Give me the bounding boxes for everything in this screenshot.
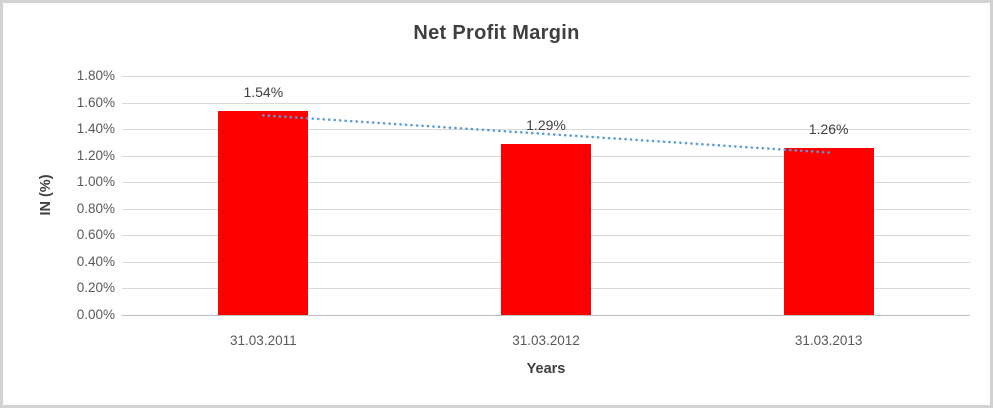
x-tick-label: 31.03.2012	[512, 333, 580, 348]
y-tick-label: 1.40%	[76, 121, 115, 137]
plot-area: 1.54% 1.29% 1.26%	[122, 76, 970, 316]
y-tick-label: 1.80%	[76, 68, 115, 83]
bar-31.03.2011	[218, 110, 309, 315]
y-tick-label: 1.60%	[76, 94, 115, 110]
data-label: 1.54%	[243, 83, 284, 100]
bar-31.03.2012	[501, 143, 591, 315]
y-tick-label: 1.20%	[76, 147, 115, 163]
y-tick-label: 0.60%	[76, 227, 115, 243]
y-tick-label: 0.20%	[76, 280, 115, 296]
y-tick-label: 0.40%	[76, 253, 115, 269]
y-tick-label: 0.80%	[76, 200, 115, 216]
x-axis-title: Years	[526, 361, 566, 377]
y-tick-label: 1.00%	[76, 174, 115, 190]
x-axis-line	[122, 315, 970, 316]
trendline	[262, 114, 830, 154]
x-tick-label: 31.03.2013	[794, 333, 863, 348]
chart-title: Net Profit Margin	[413, 22, 580, 44]
data-label: 1.26%	[808, 120, 849, 137]
x-tick-label: 31.03.2011	[230, 333, 297, 348]
bar-31.03.2013	[783, 147, 874, 315]
y-tick-label: 0.00%	[76, 307, 115, 322]
data-label: 1.29%	[526, 116, 566, 133]
